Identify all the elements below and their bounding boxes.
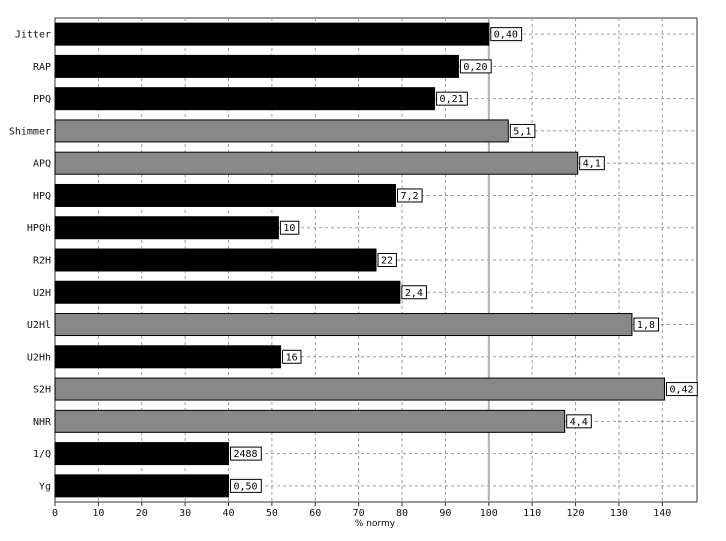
- category-label: 1/Q: [33, 449, 51, 460]
- tick-label: 30: [179, 508, 191, 519]
- tick-label: 60: [309, 508, 321, 519]
- value-label-box: [401, 285, 427, 300]
- value-label: 10: [283, 223, 295, 234]
- value-label-box: [279, 220, 300, 235]
- category-label: HPQh: [27, 223, 51, 234]
- tick-label: 130: [610, 508, 628, 519]
- value-label: 0,20: [463, 62, 487, 73]
- value-label-box: [566, 414, 592, 429]
- x-axis-ticks: 0 10 20 30 40 50 60 70 80 90 100 110 120 130 140: [52, 502, 671, 519]
- value-label: 2,4: [405, 288, 423, 299]
- value-label: 2488: [234, 449, 258, 460]
- bar-nhr: [54, 409, 566, 433]
- category-label: U2H: [33, 288, 51, 299]
- category-label: Shimmer: [9, 126, 51, 137]
- value-label-box: [377, 253, 397, 267]
- tick-label: 20: [136, 508, 148, 519]
- bar-u2hl: [54, 313, 633, 337]
- category-label: APQ: [33, 159, 51, 170]
- bars: 0,40 0,20 0,21 5,1 4,1 7,2 10 22 2,4 1,8 16 0,42 4,4…: [54, 22, 698, 498]
- category-label: NHR: [33, 417, 52, 428]
- tick-label: 110: [523, 508, 541, 519]
- value-label: 5,1: [513, 126, 531, 137]
- tick-label: 40: [222, 508, 234, 519]
- category-label: PPQ: [33, 94, 51, 105]
- value-label-box: [436, 91, 468, 106]
- tick-label: 140: [653, 508, 671, 519]
- tick-label: 0: [52, 508, 58, 519]
- value-label: 1,8: [637, 320, 655, 331]
- tick-label: 70: [353, 508, 365, 519]
- value-label-box: [633, 317, 660, 332]
- value-label-box: [459, 59, 492, 74]
- category-label: R2H: [33, 256, 51, 267]
- category-label: HPQ: [33, 191, 51, 202]
- category-labels: Jitter RAP PPQ Shimmer APQ HPQ HPQh R2H U2H U2Hl U…: [9, 30, 52, 493]
- bar-rap: [54, 54, 459, 78]
- value-label-box: [579, 156, 605, 171]
- bar-1-q: [54, 442, 230, 466]
- value-label: 7,2: [401, 191, 419, 202]
- tick-label: 50: [266, 508, 278, 519]
- bar-shimmer: [54, 119, 509, 143]
- bar-r2h: [54, 248, 377, 272]
- value-label-box: [230, 446, 262, 461]
- category-label: Yg: [39, 481, 51, 492]
- value-label: 0,42: [669, 385, 693, 396]
- category-label: U2Hh: [27, 352, 51, 363]
- bar-yg: [54, 474, 230, 498]
- bar-s2h: [54, 377, 665, 401]
- category-label: Jitter: [15, 30, 51, 41]
- bar-jitter: [54, 22, 490, 46]
- value-label-box: [282, 349, 302, 364]
- value-label: 22: [381, 256, 393, 267]
- bar-u2hh: [54, 345, 282, 369]
- value-label: 4,1: [583, 159, 601, 170]
- value-label: 4,4: [570, 417, 588, 428]
- x-axis-title: % normy: [355, 519, 396, 529]
- tick-label: 10: [92, 508, 104, 519]
- bar-hpq: [54, 183, 397, 207]
- tick-label: 100: [480, 508, 498, 519]
- bar-ppq: [54, 87, 436, 111]
- category-label: U2Hl: [27, 320, 51, 331]
- value-label-box: [230, 478, 262, 493]
- value-label: 0,40: [494, 30, 518, 41]
- value-label-box: [397, 188, 423, 203]
- bar-apq: [54, 151, 579, 175]
- value-label: 0,21: [440, 94, 464, 105]
- value-label: 16: [286, 352, 298, 363]
- bar-hpqh: [54, 216, 279, 240]
- value-label-box: [509, 123, 536, 138]
- tick-label: 90: [439, 508, 451, 519]
- value-label-box: [665, 382, 698, 397]
- bar-u2h: [54, 280, 401, 304]
- category-label: RAP: [33, 62, 51, 73]
- value-label: 0,50: [234, 481, 258, 492]
- category-label: S2H: [33, 385, 51, 396]
- value-label-box: [490, 27, 523, 42]
- tick-label: 120: [567, 508, 585, 519]
- tick-label: 80: [396, 508, 408, 519]
